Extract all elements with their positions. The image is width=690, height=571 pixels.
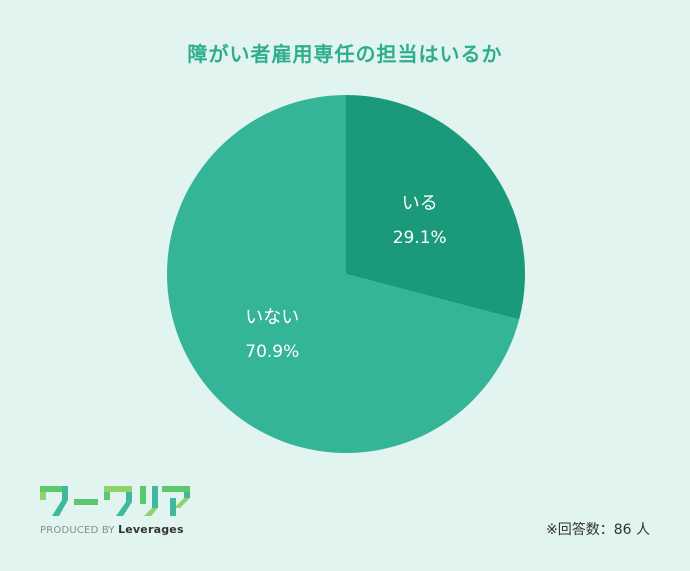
- pie-slice-inai: [166, 95, 520, 454]
- logo-credit: PRODUCED BY Leverages: [40, 523, 184, 536]
- response-count-note: ※回答数：86 人: [546, 522, 650, 538]
- slice-label: いる: [402, 193, 438, 214]
- logo: PRODUCED BY Leverages: [40, 484, 190, 540]
- workclear-logo-icon: [40, 486, 190, 516]
- pie-slice-iru: [346, 95, 525, 320]
- brand-name: Leverages: [118, 523, 184, 536]
- slice-value-label: 70.9%: [245, 342, 299, 362]
- chart-title: 障がい者雇用専任の担当はいるか: [187, 42, 503, 66]
- slice-value-label: 29.1%: [393, 228, 447, 248]
- slice-label: いない: [245, 307, 299, 328]
- produced-by-text: PRODUCED BY: [40, 525, 115, 536]
